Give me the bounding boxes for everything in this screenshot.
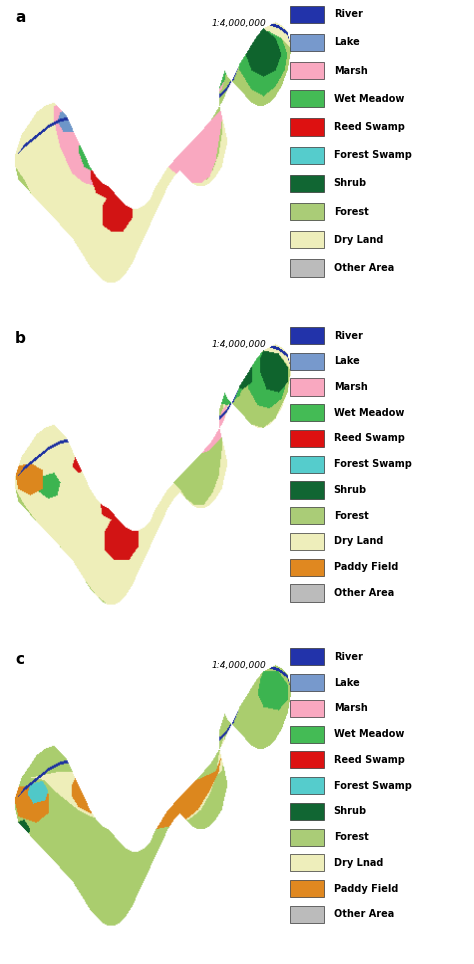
Text: Dry Land: Dry Land [334, 235, 383, 245]
Text: Wet Meadow: Wet Meadow [334, 94, 404, 104]
Bar [290, 880, 324, 897]
Text: c: c [15, 653, 24, 667]
Text: River: River [334, 10, 363, 19]
Text: Forest: Forest [334, 511, 368, 521]
Text: a: a [15, 10, 25, 25]
Bar [290, 481, 324, 498]
Text: 1:4,000,000: 1:4,000,000 [211, 340, 266, 349]
Text: Other Area: Other Area [334, 909, 394, 920]
Text: Shrub: Shrub [334, 806, 367, 817]
Text: Paddy Field: Paddy Field [334, 884, 398, 894]
Text: Lake: Lake [334, 678, 359, 687]
Bar [290, 379, 324, 395]
Text: Shrub: Shrub [334, 485, 367, 495]
Text: Forest Swamp: Forest Swamp [334, 781, 411, 790]
Text: Forest: Forest [334, 206, 368, 217]
Text: 1:4,000,000: 1:4,000,000 [211, 661, 266, 670]
Text: Lake: Lake [334, 357, 359, 366]
Text: Reed Swamp: Reed Swamp [334, 122, 405, 132]
Bar [290, 91, 324, 107]
Bar [290, 507, 324, 524]
Bar [290, 906, 324, 923]
Bar [290, 353, 324, 370]
Bar [290, 119, 324, 136]
Bar [290, 174, 324, 192]
Bar [290, 404, 324, 421]
Text: Marsh: Marsh [334, 66, 367, 75]
Text: Wet Meadow: Wet Meadow [334, 408, 404, 417]
Bar [290, 430, 324, 447]
Text: Dry Lnad: Dry Lnad [334, 858, 383, 868]
Text: Forest Swamp: Forest Swamp [334, 150, 411, 160]
Text: Forest Swamp: Forest Swamp [334, 459, 411, 469]
Bar [290, 674, 324, 691]
Text: River: River [334, 652, 363, 662]
Bar [290, 726, 324, 742]
Bar [290, 584, 324, 602]
Bar [290, 259, 324, 277]
Text: Other Area: Other Area [334, 263, 394, 273]
Bar [290, 231, 324, 249]
Text: 1:4,000,000: 1:4,000,000 [211, 18, 266, 28]
Text: River: River [334, 331, 363, 340]
Text: Dry Land: Dry Land [334, 537, 383, 547]
Text: Wet Meadow: Wet Meadow [334, 729, 404, 739]
Bar [290, 751, 324, 768]
Text: Lake: Lake [334, 38, 359, 47]
Bar [290, 648, 324, 665]
Text: b: b [15, 331, 26, 346]
Text: Marsh: Marsh [334, 704, 367, 713]
Text: Reed Swamp: Reed Swamp [334, 755, 405, 764]
Bar [290, 559, 324, 576]
Text: Reed Swamp: Reed Swamp [334, 434, 405, 443]
Bar [290, 533, 324, 550]
Bar [290, 828, 324, 845]
Bar [290, 700, 324, 717]
Bar [290, 456, 324, 472]
Bar [290, 203, 324, 220]
Text: Forest: Forest [334, 832, 368, 843]
Bar [290, 62, 324, 79]
Text: Marsh: Marsh [334, 382, 367, 392]
Text: Other Area: Other Area [334, 588, 394, 598]
Text: Paddy Field: Paddy Field [334, 562, 398, 573]
Bar [290, 803, 324, 820]
Bar [290, 854, 324, 871]
Bar [290, 327, 324, 344]
Bar [290, 6, 324, 23]
Text: Shrub: Shrub [334, 178, 367, 188]
Bar [290, 777, 324, 794]
Bar [290, 34, 324, 51]
Bar [290, 147, 324, 164]
